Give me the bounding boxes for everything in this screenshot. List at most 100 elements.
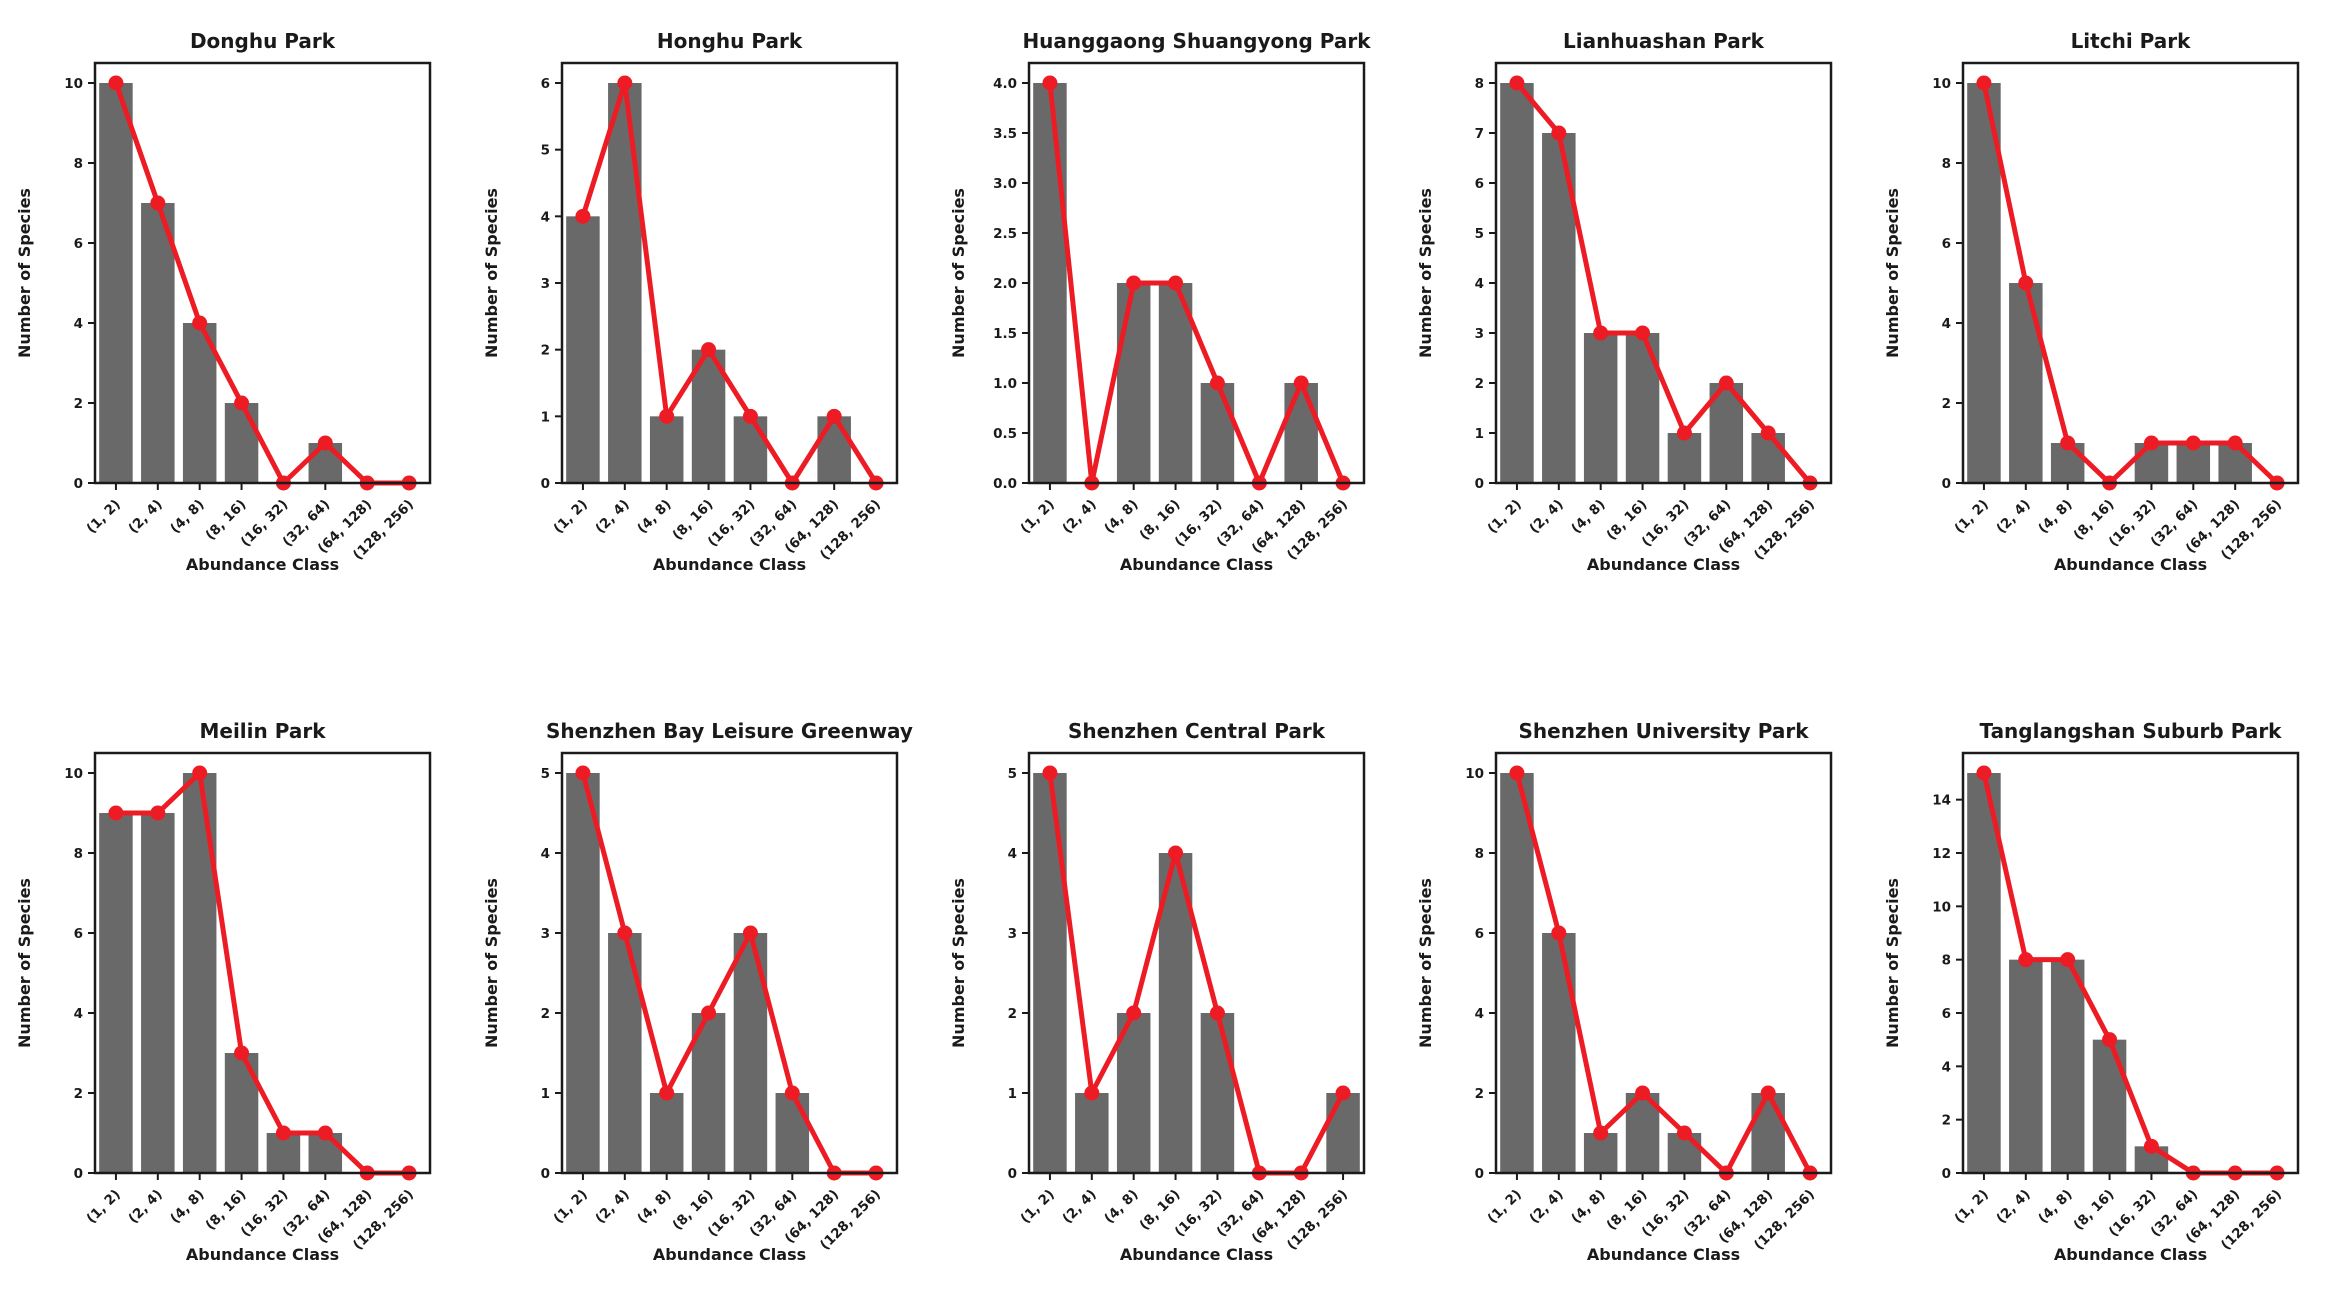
bar <box>566 216 600 484</box>
x-tick-label: (2, 4) <box>1526 497 1566 537</box>
x-tick-label: (2, 4) <box>1526 1187 1566 1227</box>
y-tick-label: 0 <box>1475 1166 1484 1182</box>
chart-panel: Shenzhen Central Park 0 1 2 3 4 5 (1, 2) (2, 4)(… <box>934 698 1401 1288</box>
data-point-marker <box>2102 1032 2118 1048</box>
x-tick-label: (4, 8) <box>1568 1187 1608 1227</box>
y-axis-label: Number of Species <box>482 188 501 358</box>
trend-line <box>1514 80 1813 486</box>
x-axis-label: Abundance Class <box>186 1245 339 1264</box>
bar <box>99 813 133 1173</box>
bar <box>649 416 684 483</box>
data-point-marker <box>2018 952 2034 968</box>
bar <box>1667 433 1702 483</box>
x-tick-label: (2, 4) <box>125 497 165 537</box>
bar <box>99 83 133 483</box>
y-tick-label: 1 <box>1475 426 1484 442</box>
y-tick-label: 7 <box>1475 126 1484 142</box>
bar <box>1284 383 1318 483</box>
data-point-marker <box>1209 1005 1225 1021</box>
y-tick-label: 3.5 <box>993 126 1017 142</box>
data-point-marker <box>1168 845 1184 861</box>
data-point-marker <box>1593 325 1609 341</box>
x-tick-label: (4, 8) <box>634 1187 674 1227</box>
data-point-marker <box>1042 765 1058 781</box>
plot-frame <box>1027 751 1366 1175</box>
x-tick-label: (1, 2) <box>83 1187 123 1227</box>
x-tick-label: (4, 8) <box>2035 497 2075 537</box>
y-tick-label: 6 <box>1475 926 1484 942</box>
y-tick-label: 4.0 <box>993 76 1017 92</box>
bar <box>141 203 175 483</box>
y-tick-label: 6 <box>1942 236 1951 252</box>
y-tick-label: 10 <box>1932 899 1951 915</box>
y-tick-label: 3 <box>1475 326 1484 342</box>
chart-panel: Tanglangshan Suburb Park 0 2 4 6 8 10 12 14 (1, 2… <box>1868 698 2335 1288</box>
y-tick-label: 2 <box>1008 1006 1017 1022</box>
chart-plot: Shenzhen Bay Leisure Greenway 0 1 2 3 4 5 (1, 2… <box>482 719 913 1264</box>
chart-panel: Shenzhen Bay Leisure Greenway 0 1 2 3 4 5 (1, 2… <box>467 698 934 1288</box>
y-tick-label: 6 <box>1942 1006 1951 1022</box>
chart-title: Shenzhen Central Park <box>1068 719 1326 743</box>
data-point-marker <box>234 1045 250 1061</box>
y-tick-label: 2 <box>1475 376 1484 392</box>
plot-frame <box>1961 61 2300 485</box>
data-point-marker <box>2227 435 2243 451</box>
trend-line <box>113 770 412 1176</box>
y-tick-label: 5 <box>1475 226 1484 242</box>
x-tick-label: (2, 4) <box>592 1187 632 1227</box>
data-point-marker <box>2060 952 2076 968</box>
bar <box>1500 83 1534 483</box>
x-tick-label: (2, 4) <box>125 1187 165 1227</box>
y-tick-label: 8 <box>1475 846 1484 862</box>
bar <box>1326 1093 1360 1173</box>
chart-panel: Honghu Park 0 1 2 3 4 5 6 (1, 2) (2, 4) (4, 8) (8, … <box>467 8 934 598</box>
x-tick-label: (2, 4) <box>592 497 632 537</box>
y-tick-label: 0 <box>74 476 83 492</box>
y-tick-label: 1 <box>1008 1086 1017 1102</box>
chart-title: Lianhuashan Park <box>1563 29 1765 53</box>
bar <box>1200 1013 1235 1173</box>
y-tick-label: 2 <box>541 1006 550 1022</box>
bar <box>608 83 642 483</box>
plot-frame <box>1494 751 1833 1175</box>
plot-frame <box>93 751 432 1175</box>
chart-title: Huanggaong Shuangyong Park <box>1022 29 1371 53</box>
chart-title: Donghu Park <box>190 29 336 53</box>
chart-title: Meilin Park <box>199 719 326 743</box>
y-tick-label: 2.5 <box>993 226 1017 242</box>
chart-panel: Litchi Park 0 2 4 6 8 10 (1, 2) (2, 4) (4, 8) (8, … <box>1868 8 2335 598</box>
x-axis-label: Abundance Class <box>186 555 339 574</box>
y-tick-label: 0.5 <box>993 426 1017 442</box>
x-tick-label: (2, 4) <box>1059 497 1099 537</box>
x-tick-label: (4, 8) <box>167 1187 207 1227</box>
chart-plot: Shenzhen Central Park 0 1 2 3 4 5 (1, 2) (2, 4)(… <box>949 719 1366 1264</box>
bar <box>1075 1093 1109 1173</box>
y-tick-label: 6 <box>1475 176 1484 192</box>
data-point-marker <box>659 1085 675 1101</box>
data-point-marker <box>742 925 758 941</box>
data-point-marker <box>1209 375 1225 391</box>
y-tick-label: 2 <box>1942 1113 1951 1129</box>
y-tick-label: 0 <box>541 476 550 492</box>
bar <box>1158 853 1193 1173</box>
y-tick-label: 8 <box>1942 156 1951 172</box>
trend-line <box>1514 770 1813 1176</box>
data-point-marker <box>659 408 675 424</box>
y-tick-label: 1.5 <box>993 326 1017 342</box>
y-tick-label: 4 <box>74 1006 83 1022</box>
bar <box>1751 1093 1785 1173</box>
x-axis-label: Abundance Class <box>653 1245 806 1264</box>
bar <box>224 403 259 483</box>
bar <box>1116 283 1151 483</box>
y-tick-label: 0 <box>1475 476 1484 492</box>
data-point-marker <box>1593 1125 1609 1141</box>
y-tick-label: 4 <box>1942 316 1951 332</box>
data-point-marker <box>701 1005 717 1021</box>
x-axis-label: Abundance Class <box>1120 1245 1273 1264</box>
y-axis-label: Number of Species <box>1416 188 1435 358</box>
